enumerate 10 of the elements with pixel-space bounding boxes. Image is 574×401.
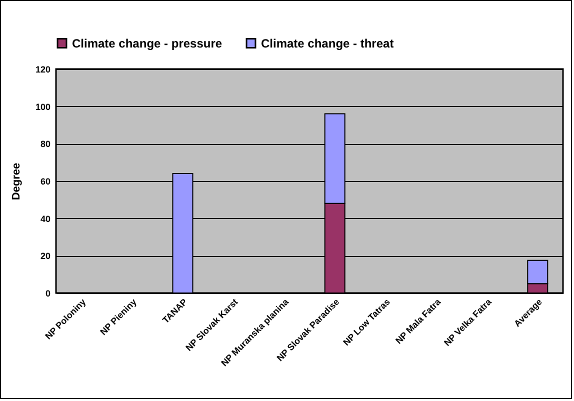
y-tick-label: 120	[35, 64, 50, 74]
y-tick-label: 40	[40, 214, 50, 224]
y-tick-label: 80	[40, 139, 50, 150]
y-tick-label: 100	[35, 102, 50, 112]
y-tick-label: 20	[40, 251, 50, 262]
y-tick-label: 0	[45, 288, 50, 298]
y-tick-label: 60	[40, 176, 50, 186]
y-axis-title: Degree	[10, 162, 22, 200]
legend-label: Climate change - threat	[261, 36, 394, 50]
legend-label: Climate change - pressure	[72, 36, 222, 50]
